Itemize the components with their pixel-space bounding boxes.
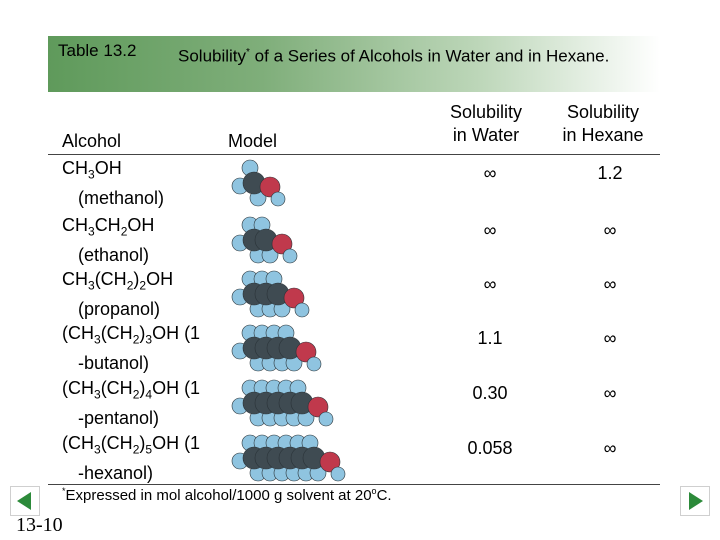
oxygen-atom (295, 341, 317, 363)
hexane-solubility: 1.2 (597, 163, 623, 183)
water-solubility: ∞ (483, 163, 497, 183)
alcohol-common-name: -pentanol) (78, 407, 160, 428)
header-rule (48, 154, 660, 155)
alcohol-common-name: (methanol) (78, 187, 165, 208)
col-header-alcohol: Alcohol (62, 131, 122, 151)
col-header-model: Model (228, 131, 278, 151)
col-header-water: Solubility in Water (449, 102, 523, 145)
hydrogen-atom (294, 302, 310, 318)
molecule-model-methanol (231, 159, 286, 207)
water-solubility: 1.1 (477, 328, 503, 348)
alcohol-formula: CH3OH (62, 158, 122, 182)
col-header-hexane: Solubility in Hexane (562, 102, 644, 145)
hexane-solubility: ∞ (603, 328, 617, 348)
arrow-left-icon (17, 492, 31, 510)
molecule-model-propanol (231, 270, 310, 318)
alcohol-formula: CH3(CH2)2OH (62, 269, 174, 293)
alcohol-name: CH3(CH2)2OH (propanol) (62, 268, 173, 321)
alcohol-formula: CH3CH2OH (62, 215, 155, 239)
hydrogen-atom (330, 466, 346, 482)
hydrogen-atom (318, 411, 334, 427)
next-slide-button[interactable] (680, 486, 710, 516)
alcohol-name: (CH3(CH2)3OH (1 -butanol) (62, 322, 200, 375)
water-solubility: 0.058 (467, 438, 513, 458)
alcohol-name: CH3CH2OH (ethanol) (62, 214, 154, 267)
arrow-right-icon (689, 492, 703, 510)
slide-number: 13-10 (16, 514, 63, 536)
hydrogen-atom (270, 191, 286, 207)
molecule-model-1-hexanol (231, 434, 346, 482)
oxygen-atom (271, 233, 293, 255)
footer-rule (48, 484, 660, 485)
oxygen-atom (307, 396, 329, 418)
water-solubility: ∞ (483, 274, 497, 294)
hexane-solubility: ∞ (603, 438, 617, 458)
molecule-model-1-butanol (231, 324, 322, 372)
molecule-model-1-pentanol (231, 379, 334, 427)
hydrogen-atom (282, 248, 298, 264)
alcohol-formula: (CH3(CH2)4OH (1 (62, 378, 201, 402)
table-title: Solubility* of a Series of Alcohols in W… (178, 46, 610, 66)
hexane-solubility: ∞ (603, 383, 617, 403)
oxygen-atom (259, 176, 281, 198)
oxygen-atom (283, 287, 305, 309)
hydrogen-atom (306, 356, 322, 372)
prev-slide-button[interactable] (10, 486, 40, 516)
alcohol-common-name: -hexanol) (78, 462, 154, 483)
oxygen-atom (319, 451, 341, 473)
title-banner (48, 36, 660, 92)
molecule-model-ethanol (231, 216, 298, 264)
hexane-solubility: ∞ (603, 274, 617, 294)
table-number: Table 13.2 (58, 41, 137, 60)
water-solubility: 0.30 (472, 383, 508, 403)
water-solubility: ∞ (483, 220, 497, 240)
alcohol-common-name: (propanol) (78, 298, 161, 319)
alcohol-formula: (CH3(CH2)5OH (1 (62, 433, 201, 457)
alcohol-formula: (CH3(CH2)3OH (1 (62, 323, 201, 347)
hexane-solubility: ∞ (603, 220, 617, 240)
alcohol-common-name: -butanol) (78, 352, 150, 373)
alcohol-name: CH3OH (methanol) (62, 157, 164, 210)
alcohol-common-name: (ethanol) (78, 244, 150, 265)
alcohol-name: (CH3(CH2)5OH (1 -hexanol) (62, 432, 200, 485)
footnote: *Expressed in mol alcohol/1000 g solvent… (62, 486, 392, 504)
alcohol-name: (CH3(CH2)4OH (1 -pentanol) (62, 377, 200, 430)
